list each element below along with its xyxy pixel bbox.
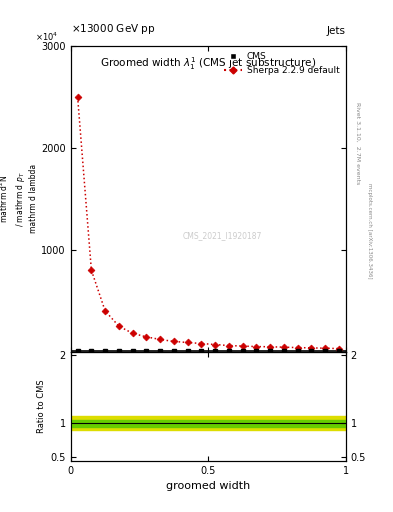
X-axis label: groomed width: groomed width (166, 481, 250, 491)
Text: mcplots.cern.ch [arXiv:1306.3436]: mcplots.cern.ch [arXiv:1306.3436] (367, 183, 373, 278)
Text: Jets: Jets (327, 26, 346, 36)
Text: Rivet 3.1.10,  2.7M events: Rivet 3.1.10, 2.7M events (356, 102, 361, 184)
Legend: CMS, Sherpa 2.2.9 default: CMS, Sherpa 2.2.9 default (220, 49, 343, 78)
Text: CMS_2021_I1920187: CMS_2021_I1920187 (182, 231, 262, 240)
Y-axis label: mathrm d$^2$N
/ mathrm d $p_T$
mathrm d lambda: mathrm d$^2$N / mathrm d $p_T$ mathrm d … (0, 164, 39, 233)
Text: Groomed width $\lambda_1^1$ (CMS jet substructure): Groomed width $\lambda_1^1$ (CMS jet sub… (100, 55, 316, 72)
Y-axis label: Ratio to CMS: Ratio to CMS (37, 379, 46, 433)
Text: $\times$13000 GeV pp: $\times$13000 GeV pp (71, 22, 155, 36)
Text: $\times10^4$: $\times10^4$ (35, 31, 58, 43)
